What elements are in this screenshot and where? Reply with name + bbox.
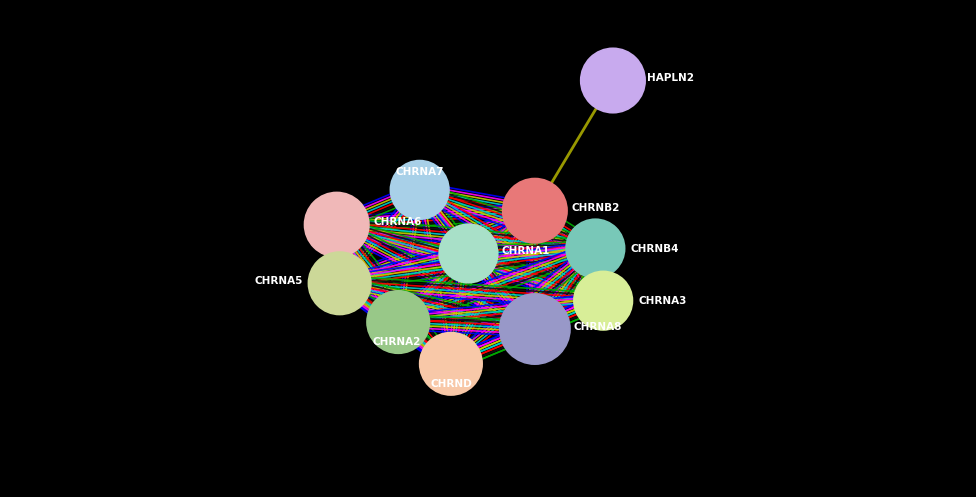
Ellipse shape [566, 219, 625, 278]
Text: CHRNA1: CHRNA1 [502, 246, 550, 256]
Text: CHRNA2: CHRNA2 [372, 337, 421, 347]
Text: CHRNA6: CHRNA6 [374, 217, 423, 227]
Text: CHRND: CHRND [430, 379, 471, 389]
Ellipse shape [503, 178, 567, 243]
Text: CHRNA8: CHRNA8 [574, 322, 623, 331]
Text: HAPLN2: HAPLN2 [647, 73, 694, 83]
Text: CHRNA7: CHRNA7 [395, 167, 444, 177]
Ellipse shape [367, 291, 429, 353]
Ellipse shape [308, 252, 371, 315]
Ellipse shape [581, 48, 645, 113]
Text: CHRNA5: CHRNA5 [254, 276, 303, 286]
Text: CHRNA3: CHRNA3 [638, 296, 687, 306]
Ellipse shape [390, 161, 449, 219]
Ellipse shape [500, 294, 570, 364]
Ellipse shape [305, 192, 369, 257]
Text: CHRNB2: CHRNB2 [572, 203, 621, 213]
Text: CHRNB4: CHRNB4 [630, 244, 679, 253]
Ellipse shape [439, 224, 498, 283]
Ellipse shape [420, 332, 482, 395]
Ellipse shape [574, 271, 632, 330]
